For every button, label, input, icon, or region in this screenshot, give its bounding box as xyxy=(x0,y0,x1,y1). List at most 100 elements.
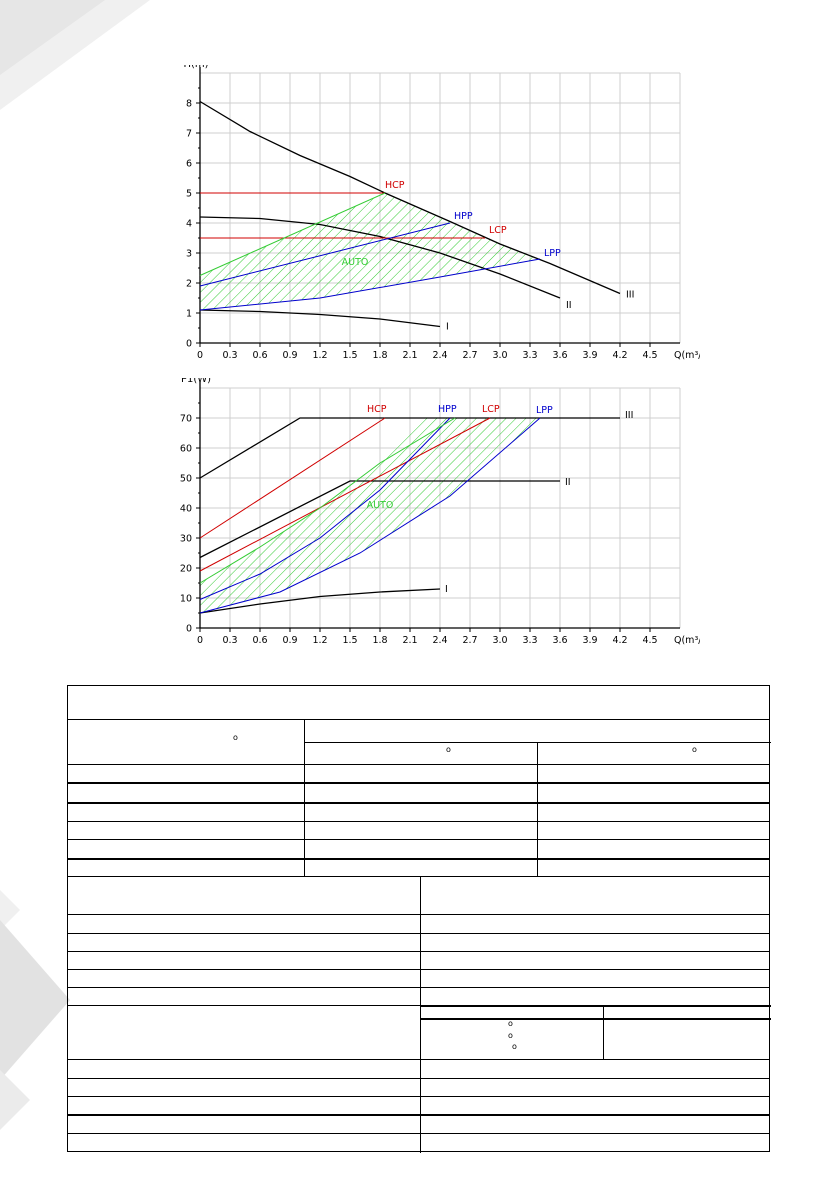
y-tick-label: 3 xyxy=(186,249,192,260)
series-hpp xyxy=(199,417,451,600)
y-tick-label: 70 xyxy=(180,414,192,425)
degree-mark: o xyxy=(692,745,697,754)
power-curve-chart: 0 0.3 0.6 0.9 1.2 1.5 1.8 2.1 2.4 2.7 3.0 3.3 3.6 3.9… xyxy=(180,378,700,646)
x-axis-label: Q(m³/h) xyxy=(674,350,700,361)
series-label-i: I xyxy=(445,584,448,595)
series-ii xyxy=(199,480,560,559)
x-tick-label: 1.8 xyxy=(372,635,387,646)
table-rule xyxy=(68,1096,769,1097)
series-i xyxy=(199,588,441,614)
x-tick-label: 1.2 xyxy=(312,635,327,646)
y-axis-label: P1(W) xyxy=(181,378,211,385)
y-tick-label: 60 xyxy=(180,444,192,455)
series-label-lcp: LCP xyxy=(489,225,507,236)
grid xyxy=(196,72,681,347)
table-rule xyxy=(68,1114,769,1116)
series-lpp xyxy=(199,417,541,614)
x-tick-label: 2.4 xyxy=(432,635,447,646)
series-hpp xyxy=(199,222,451,287)
table-rule xyxy=(68,1005,769,1006)
x-tick-label: 0 xyxy=(197,350,203,361)
x-tick-label: 2.1 xyxy=(402,350,417,361)
table-rule xyxy=(603,1005,604,1059)
degree-mark: o xyxy=(512,1042,517,1051)
series-label-hpp: HPP xyxy=(438,404,457,415)
x-tick-label: 3.9 xyxy=(582,350,597,361)
x-tick-label: 1.5 xyxy=(342,350,357,361)
series-i xyxy=(199,309,441,328)
series-ii xyxy=(199,216,561,299)
degree-mark: o xyxy=(446,745,451,754)
table-rule xyxy=(68,719,769,720)
degree-mark: o xyxy=(508,1019,513,1028)
corner-decoration-top xyxy=(0,0,150,110)
x-tick-label: 4.2 xyxy=(612,350,627,361)
x-tick-label: 2.1 xyxy=(402,635,417,646)
x-tick-label: 3.0 xyxy=(492,635,507,646)
x-tick-label: 4.5 xyxy=(642,635,657,646)
x-tick-label: 3.9 xyxy=(582,635,597,646)
x-tick-label: 0.3 xyxy=(222,350,237,361)
series-iii xyxy=(199,417,620,479)
series-label-lpp: LPP xyxy=(544,248,561,259)
table-rule xyxy=(68,1059,769,1060)
series-auto xyxy=(199,192,386,276)
y-tick-label: 20 xyxy=(180,564,192,575)
table-rule xyxy=(68,933,769,934)
y-tick-label: 4 xyxy=(186,219,192,230)
y-tick-label: 0 xyxy=(186,624,192,635)
table-rule xyxy=(68,782,769,784)
x-tick-label: 3.3 xyxy=(522,635,537,646)
y-tick-label: 8 xyxy=(186,99,192,110)
x-tick-label: 2.7 xyxy=(462,350,477,361)
table-rule xyxy=(68,821,769,822)
table-rule xyxy=(68,1133,769,1134)
series-label-hcp: HCP xyxy=(385,180,405,191)
y-axis-label: H(m) xyxy=(183,65,208,70)
spec-table: o o o o o o xyxy=(67,685,771,1153)
x-tick-label: 3.0 xyxy=(492,350,507,361)
series-label-iii: III xyxy=(626,290,634,301)
table-rule xyxy=(68,951,769,952)
table-rule xyxy=(420,876,421,1153)
x-tick-label: 0 xyxy=(197,635,203,646)
y-tick-label: 1 xyxy=(186,309,192,320)
series-label-ii: II xyxy=(566,300,572,311)
table-rule xyxy=(68,858,769,860)
y-tick-label: 5 xyxy=(186,189,192,200)
degree-mark: o xyxy=(233,733,238,742)
series-hcp xyxy=(199,417,386,539)
y-tick-label: 40 xyxy=(180,504,192,515)
x-tick-label: 2.7 xyxy=(462,635,477,646)
y-tick-label: 30 xyxy=(180,534,192,545)
x-tick-label: 4.2 xyxy=(612,635,627,646)
table-rule xyxy=(68,1078,769,1079)
series-auto xyxy=(199,417,456,584)
series-label-lcp: LCP xyxy=(482,404,500,415)
table-rule xyxy=(68,914,769,915)
x-tick-label: 3.6 xyxy=(552,350,567,361)
series-label-auto: AUTO xyxy=(342,257,369,268)
series-lpp xyxy=(199,258,541,311)
series-label-hpp: HPP xyxy=(454,211,473,222)
table-rule xyxy=(68,969,769,970)
series-label-i: I xyxy=(446,322,449,333)
head-curve-chart: 0 0.3 0.6 0.9 1.2 1.5 1.8 2.1 2.4 2.7 3.0 3.3 3.6 3.9… xyxy=(183,65,700,361)
auto-area-hatch xyxy=(200,193,540,310)
table-rule xyxy=(420,1018,771,1020)
table-rule xyxy=(537,742,538,876)
x-tick-label: 0.6 xyxy=(252,635,267,646)
table-rule xyxy=(304,719,305,876)
y-tick-label: 50 xyxy=(180,474,192,485)
x-axis-label: Q(m³/h) xyxy=(674,635,700,646)
auto-area-hatch xyxy=(200,418,540,613)
series-label-iii: III xyxy=(625,410,633,421)
x-tick-label: 0.6 xyxy=(252,350,267,361)
table-rule xyxy=(68,876,769,877)
y-tick-label: 10 xyxy=(180,594,192,605)
series-lcp xyxy=(199,417,491,572)
x-tick-label: 3.3 xyxy=(522,350,537,361)
y-tick-label: 7 xyxy=(186,129,192,140)
y-tick-label: 2 xyxy=(186,279,192,290)
table-rule xyxy=(420,1005,771,1007)
